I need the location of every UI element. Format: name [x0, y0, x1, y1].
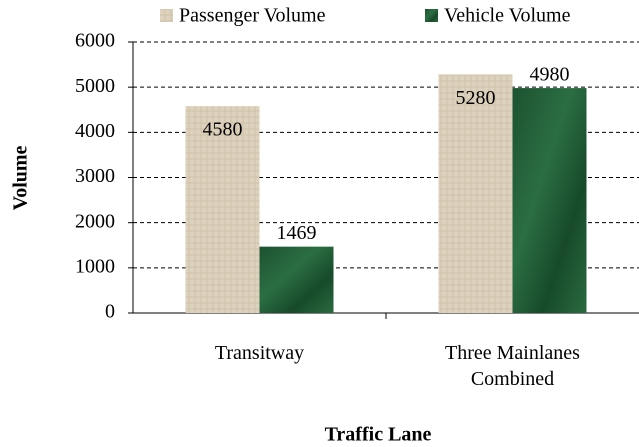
data-label: 4980	[530, 64, 570, 86]
y-tick-label: 0	[105, 301, 115, 323]
legend-swatch	[425, 9, 438, 22]
y-tick-label: 4000	[75, 120, 115, 142]
y-tick-label: 2000	[75, 210, 115, 232]
data-label: 4580	[203, 119, 243, 141]
x-axis-title: Traffic Lane	[325, 424, 432, 446]
data-label: 5280	[456, 87, 496, 109]
x-tick-label: Transitway	[214, 342, 305, 364]
y-tick-label: 5000	[75, 75, 115, 97]
x-tick-label: Three Mainlanes Combined	[445, 342, 580, 390]
y-tick-label: 3000	[75, 165, 115, 187]
bar	[438, 74, 513, 314]
y-tick-label: 6000	[75, 30, 115, 52]
y-axis-title: Volume	[10, 145, 32, 210]
legend-swatch	[160, 9, 173, 22]
y-tick-label: 1000	[75, 255, 115, 277]
data-label: 1469	[277, 222, 317, 244]
legend-label: Passenger Volume	[179, 5, 326, 27]
bar	[259, 246, 334, 313]
bar	[512, 88, 587, 313]
bar	[185, 106, 260, 314]
legend-label: Vehicle Volume	[444, 5, 571, 27]
